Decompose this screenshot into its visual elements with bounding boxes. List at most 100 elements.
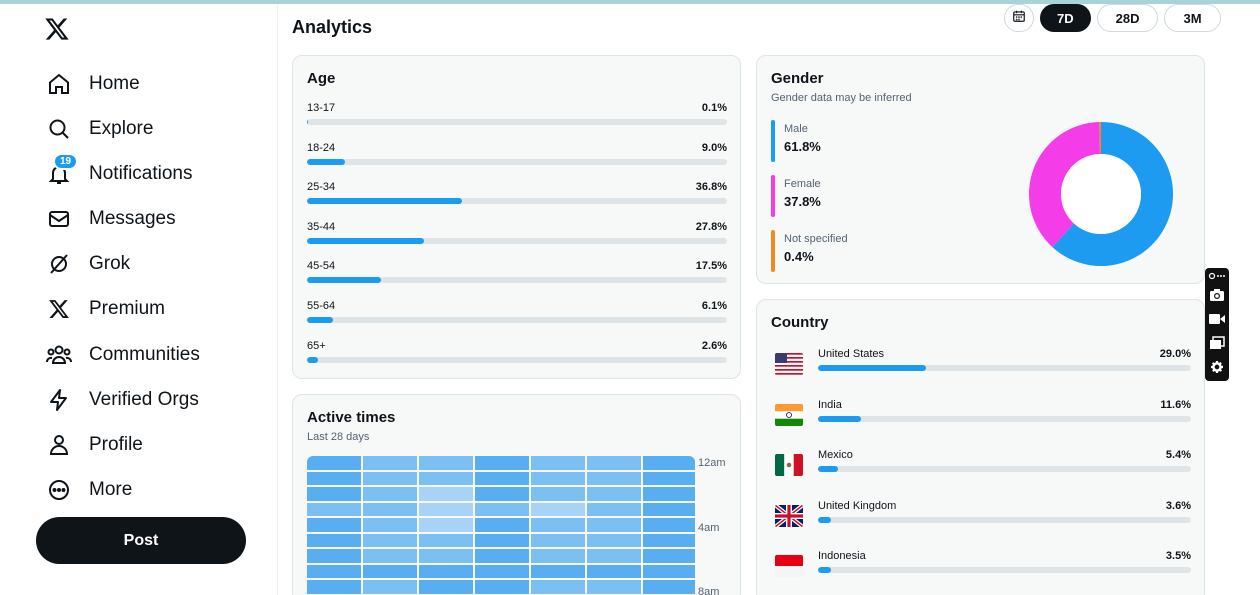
gender-card-subtitle: Gender data may be inferred bbox=[771, 92, 912, 104]
heatmap-cell[interactable] bbox=[363, 471, 417, 485]
donut-slice-female[interactable] bbox=[1029, 122, 1100, 248]
country-name: Indonesia bbox=[818, 550, 866, 562]
heatmap-cell[interactable] bbox=[475, 471, 529, 485]
heatmap-cell[interactable] bbox=[643, 456, 695, 470]
settings-gear-icon[interactable] bbox=[1208, 358, 1226, 376]
range-7d-button[interactable]: 7D bbox=[1040, 4, 1091, 32]
heatmap-cell[interactable] bbox=[587, 549, 641, 563]
heatmap-cell[interactable] bbox=[419, 456, 473, 470]
heatmap-cell[interactable] bbox=[643, 549, 695, 563]
heatmap-cell[interactable] bbox=[643, 518, 695, 532]
heatmap-cell[interactable] bbox=[307, 471, 361, 485]
sidebar-item-notifications[interactable]: 19 Notifications bbox=[44, 153, 193, 194]
heatmap-cell[interactable] bbox=[363, 487, 417, 501]
heatmap-cell[interactable] bbox=[475, 549, 529, 563]
heatmap-cell[interactable] bbox=[531, 564, 585, 578]
sidebar-item-profile[interactable]: Profile bbox=[44, 425, 143, 465]
country-bar-track bbox=[818, 466, 1191, 472]
camera-icon[interactable] bbox=[1208, 286, 1226, 304]
heatmap-cell[interactable] bbox=[363, 533, 417, 547]
heatmap-cell[interactable] bbox=[587, 580, 641, 594]
sidebar-item-more[interactable]: More bbox=[44, 470, 132, 510]
heatmap-cell[interactable] bbox=[475, 580, 529, 594]
heatmap-cell[interactable] bbox=[363, 564, 417, 578]
heatmap-cell[interactable] bbox=[475, 502, 529, 516]
heatmap-cell[interactable] bbox=[587, 533, 641, 547]
heatmap-cell[interactable] bbox=[363, 580, 417, 594]
range-28d-button[interactable]: 28D bbox=[1096, 4, 1159, 32]
sidebar-item-explore[interactable]: Explore bbox=[44, 109, 153, 149]
heatmap-cell[interactable] bbox=[419, 518, 473, 532]
video-camera-icon[interactable] bbox=[1208, 310, 1226, 328]
heatmap-cell[interactable] bbox=[307, 533, 361, 547]
country-bar-track bbox=[818, 516, 1191, 523]
heatmap-cell[interactable] bbox=[419, 533, 473, 547]
heatmap-cell[interactable] bbox=[587, 564, 641, 578]
heatmap-cell[interactable] bbox=[363, 502, 417, 516]
toolbar-menu-icon[interactable] bbox=[1208, 270, 1226, 282]
heatmap-cell[interactable] bbox=[587, 518, 641, 532]
gender-label: Female bbox=[784, 178, 821, 190]
country-bar-track bbox=[818, 567, 1191, 573]
heatmap-cell[interactable] bbox=[531, 549, 585, 563]
heatmap-cell[interactable] bbox=[531, 471, 585, 485]
heatmap-cell[interactable] bbox=[419, 471, 473, 485]
heatmap-cell[interactable] bbox=[531, 456, 585, 470]
heatmap-cell[interactable] bbox=[475, 487, 529, 501]
heatmap-cell[interactable] bbox=[307, 549, 361, 563]
country-bar-track bbox=[818, 365, 1191, 371]
sidebar-item-messages[interactable]: Messages bbox=[44, 199, 176, 239]
x-logo-icon[interactable] bbox=[44, 16, 76, 46]
heatmap-cell[interactable] bbox=[587, 456, 641, 470]
heatmap-cell[interactable] bbox=[643, 502, 695, 516]
heatmap-cell[interactable] bbox=[531, 487, 585, 501]
calendar-button[interactable] bbox=[1004, 4, 1034, 32]
heatmap-cell[interactable] bbox=[531, 518, 585, 532]
heatmap-cell[interactable] bbox=[419, 549, 473, 563]
country-percent-value: 29.0% bbox=[1159, 348, 1191, 360]
heatmap-cell[interactable] bbox=[363, 456, 417, 470]
heatmap-cell[interactable] bbox=[475, 518, 529, 532]
range-3m-button[interactable]: 3M bbox=[1164, 4, 1221, 32]
country-percent-value: 3.6% bbox=[1165, 499, 1191, 512]
sidebar-item-verified-orgs[interactable]: Verified Orgs bbox=[44, 380, 199, 420]
heatmap-cell[interactable] bbox=[587, 502, 641, 516]
heatmap-cell[interactable] bbox=[643, 533, 695, 547]
heatmap-cell[interactable] bbox=[307, 564, 361, 578]
sidebar-item-home[interactable]: Home bbox=[44, 64, 140, 104]
heatmap-cell[interactable] bbox=[307, 456, 361, 470]
heatmap-cell[interactable] bbox=[475, 564, 529, 578]
heatmap-cell[interactable] bbox=[307, 580, 361, 594]
heatmap-cell[interactable] bbox=[363, 549, 417, 563]
heatmap-cell[interactable] bbox=[419, 580, 473, 594]
heatmap-cell[interactable] bbox=[531, 580, 585, 594]
post-button[interactable]: Post bbox=[36, 517, 246, 564]
heatmap-cell[interactable] bbox=[363, 518, 417, 532]
heatmap-cell[interactable] bbox=[475, 533, 529, 547]
heatmap-cell[interactable] bbox=[307, 518, 361, 532]
windows-icon[interactable] bbox=[1208, 334, 1226, 352]
heatmap-cell[interactable] bbox=[587, 471, 641, 485]
heatmap-cell[interactable] bbox=[643, 564, 695, 578]
mail-icon bbox=[44, 204, 74, 234]
country-row: United Kingdom 3.6% bbox=[771, 500, 1191, 545]
heatmap-cell[interactable] bbox=[643, 487, 695, 501]
heatmap-cell[interactable] bbox=[643, 580, 695, 594]
heatmap-cell[interactable] bbox=[307, 502, 361, 516]
heatmap-cell[interactable] bbox=[643, 471, 695, 485]
heatmap-cell[interactable] bbox=[531, 502, 585, 516]
donut-slice-not-specified[interactable] bbox=[1099, 122, 1101, 155]
donut-slice-male[interactable] bbox=[1052, 122, 1173, 266]
sidebar-item-premium[interactable]: Premium bbox=[44, 289, 165, 329]
heatmap-cell[interactable] bbox=[419, 564, 473, 578]
heatmap-cell[interactable] bbox=[475, 456, 529, 470]
sidebar-item-communities[interactable]: Communities bbox=[44, 335, 200, 375]
heatmap-cell[interactable] bbox=[419, 502, 473, 516]
heatmap-cell[interactable] bbox=[419, 487, 473, 501]
age-bar-fill bbox=[307, 198, 462, 205]
heatmap-cell[interactable] bbox=[587, 487, 641, 501]
age-row: 55-64 6.1% bbox=[307, 300, 727, 330]
heatmap-cell[interactable] bbox=[307, 487, 361, 501]
heatmap-cell[interactable] bbox=[531, 533, 585, 547]
sidebar-item-grok[interactable]: Grok bbox=[44, 244, 130, 284]
